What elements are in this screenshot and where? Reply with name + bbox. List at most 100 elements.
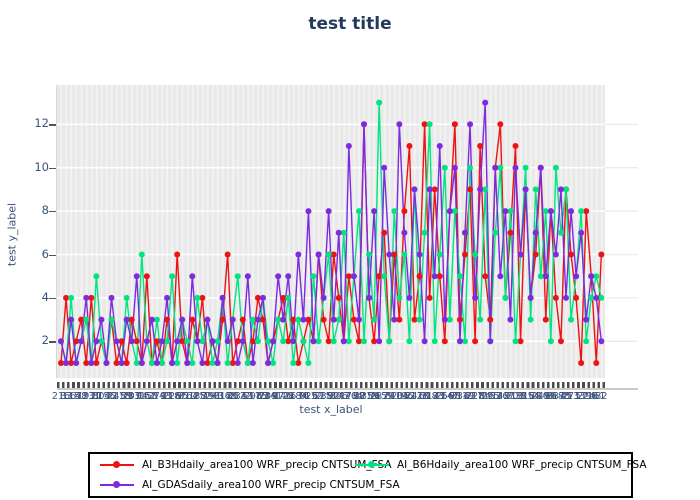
data-point bbox=[133, 273, 140, 280]
data-point bbox=[330, 316, 337, 323]
data-point bbox=[547, 338, 554, 345]
x-tick-label: 219 bbox=[359, 391, 379, 402]
data-point bbox=[355, 316, 362, 323]
data-point bbox=[542, 273, 549, 280]
data-point bbox=[552, 294, 559, 301]
data-point bbox=[345, 273, 352, 280]
legend-item-gdasdaily[interactable]: AI_GDASdaily_area100 WRF_precip CNTSUM_F… bbox=[100, 476, 400, 494]
x-tick-label: 27 bbox=[90, 391, 103, 402]
data-point bbox=[436, 251, 443, 258]
x-tick-label: 168 bbox=[218, 391, 237, 402]
data-point bbox=[345, 338, 352, 345]
data-point bbox=[290, 338, 297, 345]
data-point bbox=[209, 360, 216, 366]
x-tick-label: 66 bbox=[544, 391, 557, 402]
data-point bbox=[593, 360, 600, 366]
data-point bbox=[507, 316, 514, 323]
data-point bbox=[467, 121, 474, 128]
x-tick-label: 310 bbox=[178, 391, 197, 402]
x-tick-label: 196 bbox=[395, 391, 414, 402]
data-point bbox=[462, 229, 468, 236]
data-point bbox=[472, 338, 479, 345]
data-point bbox=[194, 338, 201, 345]
data-point bbox=[512, 143, 519, 149]
legend-item-b6hdaily[interactable]: AI_B6Hdaily_area100 WRF_precip CNTSUM_FS… bbox=[355, 456, 647, 474]
y-tick-mark bbox=[49, 211, 56, 213]
data-point bbox=[325, 251, 332, 258]
data-point bbox=[451, 121, 458, 128]
data-point bbox=[467, 186, 474, 193]
data-point bbox=[593, 294, 600, 301]
data-point bbox=[204, 316, 211, 323]
data-point bbox=[335, 294, 342, 301]
data-point bbox=[522, 164, 529, 171]
data-point bbox=[401, 229, 408, 236]
data-point bbox=[234, 360, 241, 366]
data-point bbox=[426, 294, 433, 301]
data-point bbox=[487, 316, 494, 323]
data-point bbox=[164, 294, 171, 301]
data-point bbox=[426, 121, 433, 128]
data-point bbox=[153, 360, 160, 366]
data-point bbox=[244, 273, 251, 280]
data-point bbox=[517, 338, 524, 345]
legend-item-b3hdaily[interactable]: AI_B3Hdaily_area100 WRF_precip CNTSUM_FS… bbox=[100, 456, 392, 474]
x-tick-label: 74 bbox=[383, 391, 396, 402]
data-point bbox=[204, 360, 211, 366]
data-point bbox=[502, 208, 509, 215]
data-point bbox=[244, 360, 251, 366]
data-point bbox=[350, 273, 357, 280]
data-point bbox=[189, 273, 196, 280]
data-point bbox=[497, 121, 504, 128]
data-point bbox=[487, 338, 494, 345]
data-point bbox=[330, 251, 337, 258]
data-point bbox=[406, 294, 413, 301]
data-point bbox=[229, 360, 236, 366]
data-point bbox=[557, 338, 564, 345]
data-point bbox=[123, 316, 130, 323]
data-point bbox=[239, 316, 246, 323]
data-point bbox=[138, 251, 145, 258]
data-point bbox=[376, 338, 383, 345]
x-tick-label: 86 bbox=[226, 391, 239, 402]
data-point bbox=[568, 251, 575, 258]
x-tick-label: 84 bbox=[479, 391, 492, 402]
data-point bbox=[63, 294, 70, 301]
data-point bbox=[502, 294, 509, 301]
data-point bbox=[371, 338, 378, 345]
data-point bbox=[118, 338, 125, 345]
y-axis-spine bbox=[56, 85, 57, 378]
y-tick-label-12: 12 bbox=[34, 116, 49, 131]
x-tick-label: 245 bbox=[107, 391, 126, 402]
x-tick-label: 62 bbox=[464, 391, 477, 402]
data-point bbox=[118, 360, 125, 366]
x-tick-label: 263 bbox=[284, 391, 303, 402]
x-tick-label: 96 bbox=[585, 391, 598, 402]
data-point bbox=[174, 360, 181, 366]
data-point bbox=[325, 208, 332, 215]
data-point bbox=[73, 360, 80, 366]
data-point bbox=[446, 316, 453, 323]
x-tick-label: 147 bbox=[440, 391, 459, 402]
x-tick-label: 173 bbox=[339, 391, 358, 402]
x-tick-label: 231 bbox=[82, 391, 101, 402]
data-point bbox=[320, 316, 327, 323]
data-point bbox=[512, 338, 519, 345]
data-point bbox=[350, 316, 357, 323]
x-tick-label: 118 bbox=[112, 391, 131, 402]
data-point bbox=[497, 164, 504, 171]
x-tick-label: 128 bbox=[410, 391, 429, 402]
data-point bbox=[446, 208, 453, 215]
data-point bbox=[578, 208, 585, 215]
data-point bbox=[563, 294, 569, 301]
x-tick-label: 234 bbox=[228, 391, 247, 402]
x-tick-label: 98 bbox=[448, 391, 461, 402]
x-tick-label: 193 bbox=[77, 391, 96, 402]
data-point bbox=[355, 208, 362, 215]
data-point bbox=[159, 360, 165, 366]
data-point bbox=[451, 208, 458, 215]
data-point bbox=[128, 316, 135, 323]
x-tick-label: 184 bbox=[289, 391, 308, 402]
x-tick-label: 188 bbox=[551, 391, 571, 402]
data-point bbox=[174, 338, 181, 345]
